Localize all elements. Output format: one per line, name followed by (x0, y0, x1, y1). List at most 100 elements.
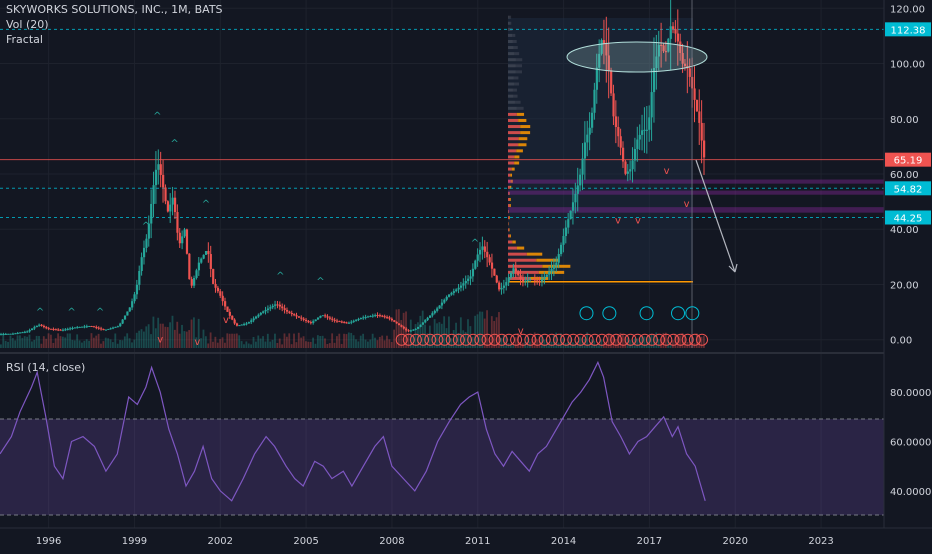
price-candle-body (386, 317, 388, 318)
price-candle-body (155, 170, 157, 185)
volume-bar (74, 340, 76, 348)
volume-indicator-label[interactable]: Vol (20) (6, 18, 49, 32)
price-candle-body (274, 304, 276, 305)
volume-profile-bar (508, 89, 513, 92)
volume-bar (243, 344, 245, 348)
price-candle-body (581, 159, 583, 175)
price-candle-body (553, 266, 555, 269)
time-tick-label: 2005 (293, 536, 318, 547)
price-candle-body (269, 307, 271, 308)
price-candle-body (322, 315, 324, 316)
volume-bar (38, 336, 40, 348)
volume-profile-bar (510, 204, 511, 207)
price-tick-label: 60.00 (890, 170, 919, 181)
price-candle-body (143, 248, 145, 257)
price-candle-body (541, 279, 543, 281)
fractal-down-marker: v (615, 216, 621, 227)
fractal-up-marker: ^ (67, 307, 75, 318)
volume-profile-bar (510, 174, 512, 177)
volume-bar (0, 344, 2, 348)
price-candle-body (355, 320, 357, 321)
top-pattern-ellipse[interactable] (567, 42, 707, 72)
volume-bar (205, 336, 207, 348)
volume-bar (298, 333, 300, 348)
price-candle-body (417, 327, 419, 329)
volume-bar (615, 339, 617, 348)
volume-bar (603, 343, 605, 348)
symbol-title[interactable]: SKYWORKS SOLUTIONS, INC., 1M, BATS (6, 3, 223, 17)
rsi-tick-label: 80.0000 (890, 388, 931, 399)
volume-bar (515, 337, 517, 348)
price-candle-body (479, 250, 481, 255)
price-candle-body (102, 329, 104, 330)
volume-bar (293, 334, 295, 348)
volume-bar (176, 322, 178, 348)
price-candle-body (112, 328, 114, 329)
volume-bar (26, 337, 28, 348)
price-candle-body (577, 185, 579, 193)
volume-bar (384, 340, 386, 348)
volume-profile-bar (518, 143, 526, 146)
volume-profile-bar (508, 247, 517, 250)
volume-bar (67, 333, 69, 348)
price-candle-body (453, 291, 455, 293)
fractal-up-marker: ^ (276, 271, 284, 282)
price-candle-body (81, 327, 83, 328)
volume-bar (601, 339, 603, 348)
volume-bar (236, 334, 238, 348)
price-candle-body (210, 254, 212, 269)
fractal-up-marker: ^ (153, 111, 161, 122)
volume-bar (69, 334, 71, 349)
volume-profile-bar (514, 83, 519, 86)
volume-bar (317, 335, 319, 348)
price-candle-body (388, 317, 390, 318)
price-candle-body (255, 317, 257, 319)
price-candle-body (10, 334, 12, 335)
volume-bar (443, 316, 445, 348)
volume-bar (369, 340, 371, 348)
rsi-indicator-label[interactable]: RSI (14, close) (6, 361, 85, 375)
volume-bar (274, 334, 276, 348)
price-candle-body (343, 322, 345, 323)
volume-profile-bar (508, 101, 515, 104)
volume-bar (212, 342, 214, 348)
volume-bar (636, 338, 638, 348)
volume-bar (114, 333, 116, 348)
price-candle-body (150, 204, 152, 224)
volume-profile-bar (508, 234, 510, 237)
price-candle-body (484, 246, 486, 251)
volume-bar (210, 332, 212, 348)
price-candle-body (632, 160, 634, 169)
volume-bar (71, 340, 73, 348)
price-candle-body (477, 254, 479, 260)
price-candle-body (493, 269, 495, 276)
price-candle-body (415, 329, 417, 330)
volume-bar (348, 332, 350, 348)
price-candle-body (546, 275, 548, 277)
volume-profile-bar (510, 198, 511, 201)
volume-bar (500, 338, 502, 348)
price-candle-body (374, 315, 376, 316)
fractal-up-marker: ^ (170, 138, 178, 149)
volume-bar (276, 343, 278, 348)
volume-bar (102, 341, 104, 348)
price-candle-body (643, 130, 645, 131)
volume-bar (226, 333, 228, 348)
price-candle-body (427, 318, 429, 320)
price-candle-body (241, 325, 243, 326)
volume-profile-bar (508, 64, 516, 67)
time-tick-label: 2023 (808, 536, 833, 547)
volume-bar (229, 334, 231, 348)
volume-profile-bar (508, 76, 514, 79)
volume-bar (329, 343, 331, 348)
volume-bar (79, 340, 81, 348)
price-candle-body (391, 319, 393, 321)
price-candle-body (319, 316, 321, 318)
price-level-label: 44.25 (894, 214, 923, 225)
volume-profile-bar (508, 83, 514, 86)
volume-bar (253, 337, 255, 348)
volume-bar (296, 342, 298, 348)
volume-bar (315, 344, 317, 348)
fractal-indicator-label[interactable]: Fractal (6, 33, 43, 47)
volume-bar (398, 309, 400, 348)
